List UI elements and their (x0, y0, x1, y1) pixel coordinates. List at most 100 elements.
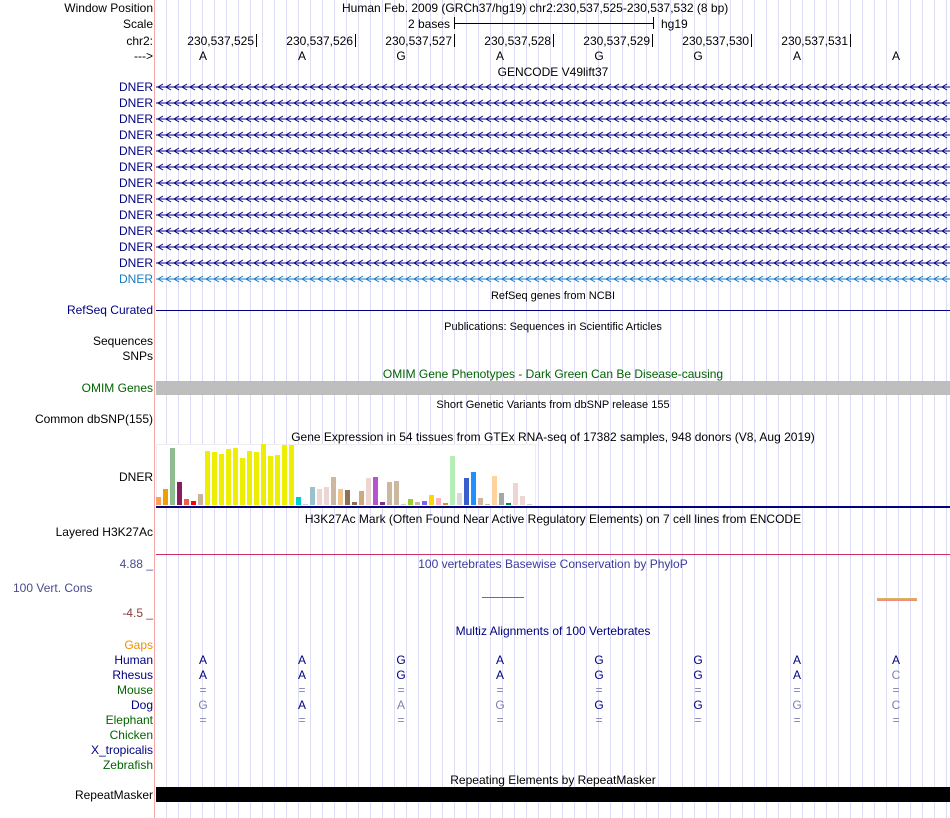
species-label[interactable]: Rhesus (112, 668, 153, 682)
gtex-bar[interactable] (296, 497, 301, 505)
species-label[interactable]: Zebrafish (102, 758, 153, 772)
gene-label[interactable]: DNER (118, 128, 153, 142)
gene-label[interactable]: DNER (118, 208, 153, 222)
gtex-bar[interactable] (471, 472, 476, 505)
gtex-bar[interactable] (499, 493, 504, 505)
gtex-bar[interactable] (170, 448, 175, 505)
gene-transcript[interactable] (156, 176, 950, 190)
gtex-bar[interactable] (247, 451, 252, 505)
gene-label[interactable]: DNER (118, 160, 153, 174)
gtex-bar[interactable] (415, 502, 420, 505)
gene-label[interactable]: DNER (118, 176, 153, 190)
gene-label[interactable]: DNER (118, 240, 153, 254)
omim-label[interactable]: OMIM Genes (81, 381, 153, 395)
gtex-bar[interactable] (359, 491, 364, 505)
gtex-bar[interactable] (492, 476, 497, 505)
rmsk-label[interactable]: RepeatMasker (74, 788, 153, 802)
gtex-bar[interactable] (380, 502, 385, 505)
gtex-bar[interactable] (275, 455, 280, 505)
gene-transcript[interactable] (156, 112, 950, 126)
gene-transcript[interactable] (156, 192, 950, 206)
gtex-bar[interactable] (464, 478, 469, 505)
gtex-bar[interactable] (373, 477, 378, 505)
gtex-bar[interactable] (324, 487, 329, 505)
gtex-bar[interactable] (310, 487, 315, 505)
gtex-bar[interactable] (457, 493, 462, 505)
gtex-bar[interactable] (184, 499, 189, 505)
gtex-bar[interactable] (268, 456, 273, 505)
gene-label[interactable]: DNER (118, 80, 153, 94)
gtex-bar[interactable] (527, 504, 532, 505)
omim-bar[interactable] (156, 381, 950, 395)
gtex-bar[interactable] (163, 489, 168, 505)
gtex-bar[interactable] (394, 481, 399, 505)
gtex-bar[interactable] (205, 451, 210, 505)
gene-label[interactable]: DNER (118, 96, 153, 110)
gtex-bar[interactable] (282, 445, 287, 505)
gtex-bar[interactable] (289, 445, 294, 505)
species-label[interactable]: Dog (130, 698, 153, 712)
gene-label[interactable]: DNER (118, 112, 153, 126)
gtex-bar[interactable] (520, 496, 525, 505)
gtex-bar[interactable] (317, 489, 322, 505)
gene-transcript[interactable] (156, 224, 950, 238)
rmsk-bar[interactable] (156, 787, 950, 802)
gene-label[interactable]: DNER (118, 224, 153, 238)
refseq-line[interactable] (156, 310, 950, 311)
gtex-bar[interactable] (177, 482, 182, 505)
gtex-bar[interactable] (219, 454, 224, 505)
gtex-label[interactable]: DNER (118, 470, 153, 484)
gene-transcript[interactable] (156, 80, 950, 94)
gene-transcript[interactable] (156, 144, 950, 158)
gtex-bar[interactable] (338, 489, 343, 505)
gene-transcript[interactable] (156, 96, 950, 110)
gtex-bar[interactable] (401, 504, 406, 505)
gene-transcript[interactable] (156, 128, 950, 142)
phylop-label[interactable]: 100 Vert. Cons (13, 581, 93, 595)
h3k27ac-line[interactable] (156, 554, 950, 555)
gaps-label[interactable]: Gaps (124, 638, 153, 652)
gtex-bar[interactable] (506, 503, 511, 505)
gtex-bar[interactable] (513, 483, 518, 505)
species-label[interactable]: X_tropicalis (90, 743, 153, 757)
gtex-bar[interactable] (408, 499, 413, 505)
snps-label[interactable]: SNPs (122, 349, 153, 363)
gtex-bar[interactable] (233, 448, 238, 505)
gtex-bar[interactable] (240, 458, 245, 505)
gtex-bar[interactable] (422, 501, 427, 505)
gtex-bar[interactable] (303, 504, 308, 505)
gene-label[interactable]: DNER (118, 256, 153, 270)
gtex-bar[interactable] (387, 482, 392, 505)
dbsnp-label[interactable]: Common dbSNP(155) (34, 412, 153, 426)
gtex-bar[interactable] (156, 497, 161, 505)
gtex-bar[interactable] (331, 477, 336, 505)
gtex-bar[interactable] (478, 498, 483, 505)
gtex-bar[interactable] (485, 504, 490, 505)
species-label[interactable]: Human (114, 653, 153, 667)
gtex-bar[interactable] (345, 490, 350, 505)
gene-transcript[interactable] (156, 208, 950, 222)
gtex-bar[interactable] (254, 452, 259, 505)
gtex-bar[interactable] (212, 452, 217, 505)
species-label[interactable]: Elephant (105, 713, 153, 727)
gene-label[interactable]: DNER (118, 192, 153, 206)
gtex-bar[interactable] (198, 494, 203, 505)
species-label[interactable]: Mouse (116, 683, 153, 697)
gtex-bar[interactable] (436, 498, 441, 505)
gene-transcript[interactable] (156, 160, 950, 174)
gene-label[interactable]: DNER (118, 272, 153, 286)
gtex-bar[interactable] (450, 456, 455, 505)
gtex-bar[interactable] (429, 495, 434, 505)
sequences-label[interactable]: Sequences (92, 334, 153, 348)
gene-label[interactable]: DNER (118, 144, 153, 158)
gene-transcript[interactable] (156, 272, 950, 286)
gene-transcript[interactable] (156, 240, 950, 254)
gene-transcript[interactable] (156, 256, 950, 270)
gtex-bar[interactable] (226, 449, 231, 505)
gtex-bar[interactable] (366, 478, 371, 505)
h3k27ac-label[interactable]: Layered H3K27Ac (55, 525, 153, 539)
refseq-label[interactable]: RefSeq Curated (66, 303, 153, 317)
gtex-bar[interactable] (443, 503, 448, 505)
species-label[interactable]: Chicken (109, 728, 153, 742)
